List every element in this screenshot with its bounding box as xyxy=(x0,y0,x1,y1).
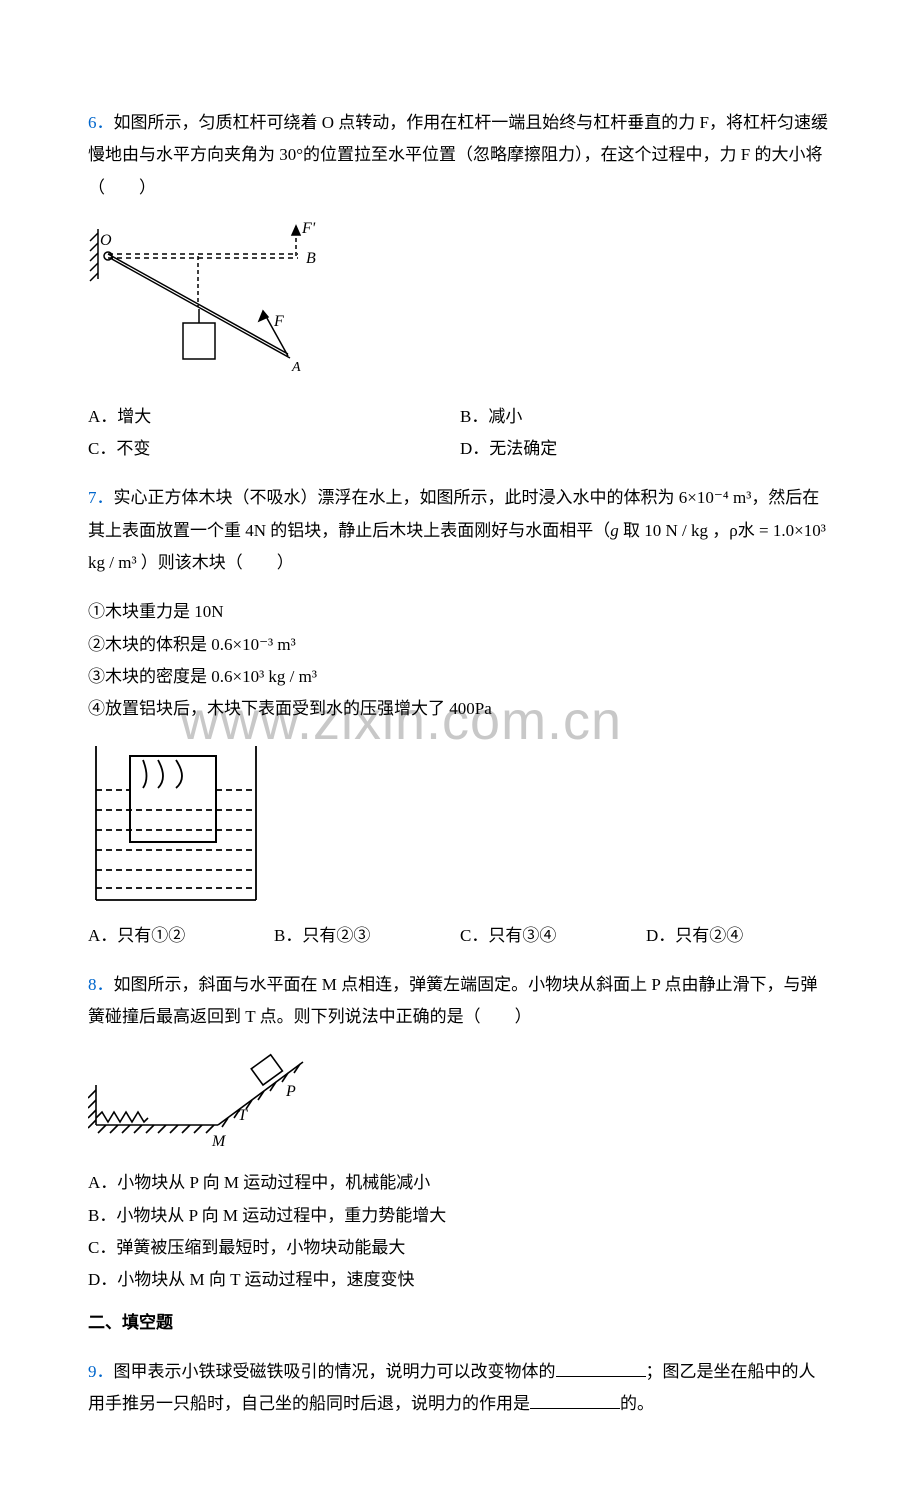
svg-text:B: B xyxy=(306,250,316,267)
svg-text:A: A xyxy=(291,360,301,375)
q8-text: 如图所示，斜面与水平面在 M 点相连，弹簧左端固定。小物块从斜面上 P 点由静止… xyxy=(88,975,817,1026)
q9-text1: 图甲表示小铁球受磁铁吸引的情况，说明力可以改变物体的 xyxy=(114,1362,556,1381)
q7-item4: ④放置铝块后，木块下表面受到水的压强增大了 400Pa xyxy=(88,693,832,725)
q8-num: 8． xyxy=(88,975,114,994)
q7-item2: ②木块的体积是 0.6×10⁻³ m³ xyxy=(88,629,832,661)
question-8: 8．如图所示，斜面与水平面在 M 点相连，弹簧左端固定。小物块从斜面上 P 点由… xyxy=(88,969,832,1034)
q9-num: 9． xyxy=(88,1362,114,1381)
q7-optA: A．只有①② xyxy=(88,920,274,952)
svg-text:P: P xyxy=(285,1083,296,1100)
svg-text:M: M xyxy=(211,1133,227,1150)
svg-text:F: F xyxy=(273,313,284,330)
q7-item3: ③木块的密度是 0.6×10³ kg / m³ xyxy=(88,661,832,693)
svg-text:T: T xyxy=(238,1107,248,1124)
q7-item1: ①木块重力是 10N xyxy=(88,596,832,628)
section-2-title: 二、填空题 xyxy=(88,1307,832,1339)
q8-optC: C．弹簧被压缩到最短时，小物块动能最大 xyxy=(88,1232,832,1264)
svg-text:F': F' xyxy=(301,221,316,237)
q6-optA: A．增大 xyxy=(88,401,460,433)
q7-optC: C．只有③④ xyxy=(460,920,646,952)
q7-figure xyxy=(88,738,832,908)
q6-figure: O B F' F A xyxy=(88,221,832,389)
q7-optD: D．只有②④ xyxy=(646,920,832,952)
q7-g: g xyxy=(610,521,619,540)
q6-num: 6． xyxy=(88,113,114,132)
q7-mid2: ）则该木块（ ） xyxy=(141,553,294,572)
q6-options-row2: C．不变 D．无法确定 xyxy=(88,433,832,465)
q9-blank1 xyxy=(556,1376,646,1377)
q7-options: A．只有①② B．只有②③ C．只有③④ D．只有②④ xyxy=(88,920,832,952)
q6-optD: D．无法确定 xyxy=(460,433,832,465)
q9-blank2 xyxy=(530,1408,620,1409)
q7-vol: 6×10⁻⁴ m³ xyxy=(679,488,752,507)
q9-text3: 的。 xyxy=(620,1394,654,1413)
q7-optB: B．只有②③ xyxy=(274,920,460,952)
q8-optB: B．小物块从 P 向 M 运动过程中，重力势能增大 xyxy=(88,1200,832,1232)
q7-num: 7． xyxy=(88,488,114,507)
q8-optA: A．小物块从 P 向 M 运动过程中，机械能减小 xyxy=(88,1167,832,1199)
q6-options-row1: A．增大 B．减小 xyxy=(88,401,832,433)
q6-optB: B．减小 xyxy=(460,401,832,433)
question-7: 7．实心正方体木块（不吸水）漂浮在水上，如图所示，此时浸入水中的体积为 6×10… xyxy=(88,482,832,579)
question-9: 9．图甲表示小铁球受磁铁吸引的情况，说明力可以改变物体的；图乙是坐在船中的人用手… xyxy=(88,1356,832,1421)
q7-text-before: 实心正方体木块（不吸水）漂浮在水上，如图所示，此时浸入水中的体积为 xyxy=(114,488,679,507)
q6-text: 如图所示，匀质杠杆可绕着 O 点转动，作用在杠杆一端且始终与杠杆垂直的力 F，将… xyxy=(88,113,828,197)
svg-text:O: O xyxy=(100,232,112,249)
q8-optD: D．小物块从 M 向 T 运动过程中，速度变快 xyxy=(88,1264,832,1296)
q8-figure: M T P xyxy=(88,1050,832,1155)
question-6: 6．如图所示，匀质杠杆可绕着 O 点转动，作用在杠杆一端且始终与杠杆垂直的力 F… xyxy=(88,107,832,204)
q6-optC: C．不变 xyxy=(88,433,460,465)
